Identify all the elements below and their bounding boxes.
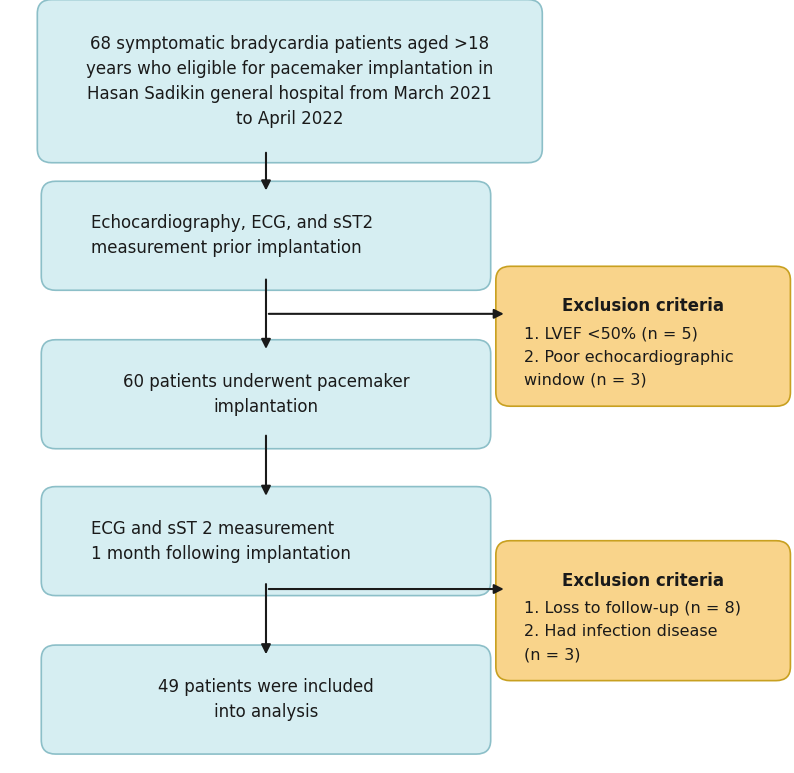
FancyBboxPatch shape [41,339,491,448]
FancyBboxPatch shape [41,181,491,291]
Text: 2. Had infection disease: 2. Had infection disease [525,625,718,639]
FancyBboxPatch shape [495,541,791,680]
Text: 60 patients underwent pacemaker
implantation: 60 patients underwent pacemaker implanta… [123,373,409,416]
Text: 1. LVEF <50% (n = 5): 1. LVEF <50% (n = 5) [525,327,698,342]
Text: Exclusion criteria: Exclusion criteria [562,298,724,315]
Text: Exclusion criteria: Exclusion criteria [562,572,724,590]
FancyBboxPatch shape [41,487,491,595]
Text: 49 patients were included
into analysis: 49 patients were included into analysis [158,678,374,721]
Text: ECG and sST 2 measurement
1 month following implantation: ECG and sST 2 measurement 1 month follow… [91,519,351,563]
Text: 68 symptomatic bradycardia patients aged >18
years who eligible for pacemaker im: 68 symptomatic bradycardia patients aged… [87,35,493,128]
Text: (n = 3): (n = 3) [525,648,581,662]
FancyBboxPatch shape [37,0,542,162]
FancyBboxPatch shape [495,266,791,407]
Text: Echocardiography, ECG, and sST2
measurement prior implantation: Echocardiography, ECG, and sST2 measurem… [91,214,373,257]
FancyBboxPatch shape [41,645,491,754]
Text: 1. Loss to follow-up (n = 8): 1. Loss to follow-up (n = 8) [525,601,742,616]
Text: window (n = 3): window (n = 3) [525,373,647,388]
Text: 2. Poor echocardiographic: 2. Poor echocardiographic [525,349,734,365]
